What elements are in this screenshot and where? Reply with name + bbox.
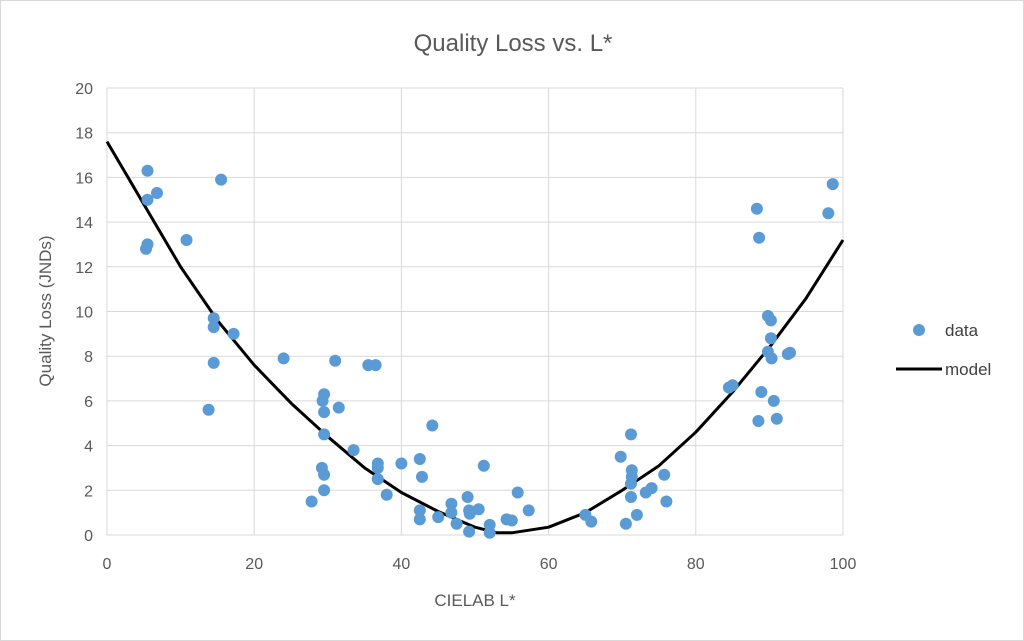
data-point: [347, 444, 360, 457]
y-tick-label: 2: [84, 483, 93, 500]
data-point: [625, 428, 637, 441]
y-tick-label: 12: [75, 260, 93, 277]
data-point: [645, 482, 658, 495]
data-point: [369, 359, 382, 372]
data-point: [207, 312, 220, 325]
data-point: [413, 513, 426, 526]
data-point: [483, 526, 496, 539]
data-point: [141, 238, 154, 251]
data-point: [755, 386, 768, 398]
data-point: [658, 468, 671, 481]
data-point: [660, 495, 673, 508]
data-point: [371, 461, 384, 474]
data-point: [450, 517, 463, 530]
data-point: [463, 507, 476, 520]
gridlines: [106, 87, 844, 536]
data-point: [765, 352, 778, 365]
data-point: [305, 495, 318, 508]
data-point: [413, 453, 426, 465]
y-axis-title: Quality Loss (JNDs): [36, 235, 55, 386]
data-point: [585, 515, 598, 528]
data-point: [522, 504, 535, 517]
data-point: [630, 508, 643, 521]
data-point: [371, 473, 384, 486]
data-point: [227, 327, 240, 340]
legend-data-label: data: [945, 321, 979, 340]
x-axis-title: CIELAB L*: [434, 591, 516, 610]
x-tick-label: 20: [245, 556, 263, 573]
data-point: [511, 486, 524, 499]
data-point: [395, 457, 408, 470]
data-point: [463, 525, 476, 538]
data-point: [445, 506, 458, 519]
data-point: [625, 491, 637, 503]
data-point: [472, 503, 485, 516]
data-point: [614, 450, 627, 463]
data-point: [151, 187, 163, 199]
data-point: [332, 401, 345, 414]
data-point: [822, 207, 835, 220]
data-point: [207, 356, 220, 369]
x-tick-label: 80: [687, 556, 705, 573]
model-line: [105, 140, 845, 535]
data-point: [413, 504, 426, 517]
y-tick-label: 16: [75, 170, 93, 187]
data-point: [770, 412, 783, 425]
data-point: [826, 178, 839, 191]
x-tick-label: 40: [393, 556, 411, 573]
y-tick-label: 6: [84, 394, 93, 411]
x-tick-label: 100: [830, 556, 857, 573]
data-point: [202, 403, 215, 416]
data-point: [764, 332, 777, 345]
data-point: [426, 419, 439, 432]
data-points: [140, 164, 839, 539]
legend: data model: [896, 321, 991, 379]
data-point: [329, 354, 342, 367]
data-point: [505, 514, 518, 527]
data-point: [750, 202, 763, 215]
data-point: [445, 497, 458, 510]
y-tick-label: 14: [75, 215, 93, 232]
legend-model-label: model: [945, 360, 991, 379]
legend-data-marker: [913, 324, 925, 336]
y-tick-label: 10: [75, 305, 93, 322]
data-point: [619, 517, 632, 530]
data-point: [477, 459, 490, 472]
data-point: [432, 511, 445, 524]
data-point: [625, 477, 637, 490]
data-point: [726, 379, 739, 392]
chart-title: Quality Loss vs. L*: [414, 30, 613, 57]
data-point: [207, 321, 220, 334]
data-point: [215, 173, 228, 186]
data-point: [316, 394, 329, 407]
data-point: [764, 314, 777, 327]
x-tick-label: 60: [540, 556, 558, 573]
y-tick-label: 0: [84, 528, 93, 545]
data-point: [141, 193, 154, 206]
data-point: [318, 484, 331, 497]
data-point: [180, 234, 193, 246]
data-point: [141, 164, 154, 177]
tick-labels: 0 2 4 6 8 10 12 14 16 18 20 0 20 40 60 80 100: [75, 81, 856, 573]
y-tick-label: 8: [84, 349, 93, 366]
data-point: [753, 231, 766, 244]
data-point: [784, 346, 796, 359]
data-point: [461, 491, 474, 503]
y-tick-label: 18: [75, 126, 93, 143]
data-point: [318, 428, 331, 441]
model-line-layer: [105, 140, 845, 535]
data-point: [752, 415, 765, 427]
data-point: [416, 470, 428, 483]
data-point: [380, 488, 393, 501]
x-tick-label: 0: [103, 556, 112, 573]
data-point: [277, 352, 290, 365]
data-point: [318, 468, 331, 481]
y-tick-label: 20: [75, 81, 93, 98]
data-point: [767, 394, 780, 407]
y-tick-label: 4: [84, 439, 93, 456]
data-point: [318, 406, 331, 419]
